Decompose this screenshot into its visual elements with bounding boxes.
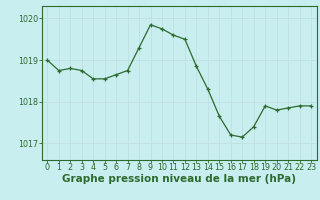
X-axis label: Graphe pression niveau de la mer (hPa): Graphe pression niveau de la mer (hPa) [62,174,296,184]
